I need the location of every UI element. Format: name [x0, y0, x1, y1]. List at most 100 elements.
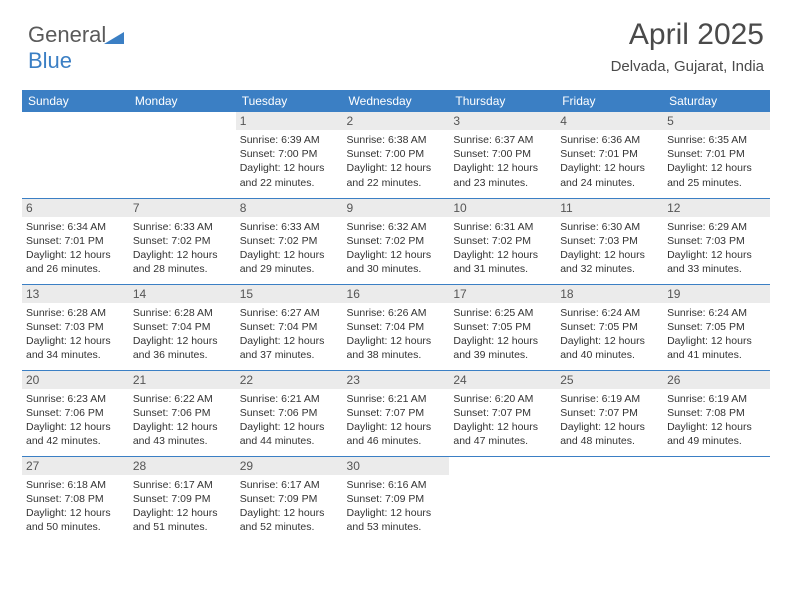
day-number: 8 — [236, 199, 343, 217]
day-number: 29 — [236, 457, 343, 475]
day-number: 18 — [556, 285, 663, 303]
calendar-cell: 3Sunrise: 6:37 AMSunset: 7:00 PMDaylight… — [449, 112, 556, 198]
day-number: 24 — [449, 371, 556, 389]
calendar-cell: 6Sunrise: 6:34 AMSunset: 7:01 PMDaylight… — [22, 198, 129, 284]
day-info: Sunrise: 6:33 AMSunset: 7:02 PMDaylight:… — [133, 220, 232, 277]
calendar-cell — [22, 112, 129, 198]
calendar-cell: 12 Sunrise: 6:29 AMSunset: 7:03 PMDayligh… — [663, 198, 770, 284]
day-info: Sunrise: 6:26 AMSunset: 7:04 PMDaylight:… — [347, 306, 446, 363]
day-number: 3 — [449, 112, 556, 130]
calendar-cell: 26 Sunrise: 6:19 AMSunset: 7:08 PMDayligh… — [663, 370, 770, 456]
day-number: 9 — [343, 199, 450, 217]
calendar-cell: 28 Sunrise: 6:17 AMSunset: 7:09 PMDayligh… — [129, 456, 236, 542]
day-number: 30 — [343, 457, 450, 475]
calendar-body: 1Sunrise: 6:39 AMSunset: 7:00 PMDaylight… — [22, 112, 770, 542]
day-number: 5 — [663, 112, 770, 130]
day-info: Sunrise: 6:20 AMSunset: 7:07 PMDaylight:… — [453, 392, 552, 449]
day-number: 21 — [129, 371, 236, 389]
calendar-week: 1Sunrise: 6:39 AMSunset: 7:00 PMDaylight… — [22, 112, 770, 198]
calendar-cell: 29 Sunrise: 6:17 AMSunset: 7:09 PMDayligh… — [236, 456, 343, 542]
day-info: Sunrise: 6:24 AMSunset: 7:05 PMDaylight:… — [560, 306, 659, 363]
day-number: 27 — [22, 457, 129, 475]
calendar-cell: 11 Sunrise: 6:30 AMSunset: 7:03 PMDayligh… — [556, 198, 663, 284]
day-info: Sunrise: 6:17 AMSunset: 7:09 PMDaylight:… — [133, 478, 232, 535]
day-info: Sunrise: 6:22 AMSunset: 7:06 PMDaylight:… — [133, 392, 232, 449]
weekday-header: Saturday — [663, 90, 770, 112]
day-info: Sunrise: 6:27 AMSunset: 7:04 PMDaylight:… — [240, 306, 339, 363]
calendar-cell — [663, 456, 770, 542]
day-info: Sunrise: 6:24 AMSunset: 7:05 PMDaylight:… — [667, 306, 766, 363]
day-info: Sunrise: 6:35 AMSunset: 7:01 PMDaylight:… — [667, 133, 766, 190]
calendar-week: 27 Sunrise: 6:18 AMSunset: 7:08 PMDayligh… — [22, 456, 770, 542]
day-number: 12 — [663, 199, 770, 217]
day-number: 7 — [129, 199, 236, 217]
calendar-cell: 27 Sunrise: 6:18 AMSunset: 7:08 PMDayligh… — [22, 456, 129, 542]
calendar-week: 6Sunrise: 6:34 AMSunset: 7:01 PMDaylight… — [22, 198, 770, 284]
day-number: 6 — [22, 199, 129, 217]
day-info: Sunrise: 6:32 AMSunset: 7:02 PMDaylight:… — [347, 220, 446, 277]
calendar-table: SundayMondayTuesdayWednesdayThursdayFrid… — [22, 90, 770, 542]
day-number: 4 — [556, 112, 663, 130]
calendar-cell: 7 Sunrise: 6:33 AMSunset: 7:02 PMDaylight… — [129, 198, 236, 284]
calendar-cell — [129, 112, 236, 198]
day-number: 13 — [22, 285, 129, 303]
day-info: Sunrise: 6:36 AMSunset: 7:01 PMDaylight:… — [560, 133, 659, 190]
day-info: Sunrise: 6:29 AMSunset: 7:03 PMDaylight:… — [667, 220, 766, 277]
day-number: 20 — [22, 371, 129, 389]
calendar-cell: 21 Sunrise: 6:22 AMSunset: 7:06 PMDayligh… — [129, 370, 236, 456]
day-number: 15 — [236, 285, 343, 303]
weekday-header: Tuesday — [236, 90, 343, 112]
day-info: Sunrise: 6:39 AMSunset: 7:00 PMDaylight:… — [240, 133, 339, 190]
day-info: Sunrise: 6:38 AMSunset: 7:00 PMDaylight:… — [347, 133, 446, 190]
calendar-cell — [556, 456, 663, 542]
day-number: 19 — [663, 285, 770, 303]
logo-text-1: General — [28, 22, 106, 47]
calendar-cell: 17 Sunrise: 6:25 AMSunset: 7:05 PMDayligh… — [449, 284, 556, 370]
calendar-cell: 16 Sunrise: 6:26 AMSunset: 7:04 PMDayligh… — [343, 284, 450, 370]
day-number: 11 — [556, 199, 663, 217]
day-info: Sunrise: 6:33 AMSunset: 7:02 PMDaylight:… — [240, 220, 339, 277]
calendar-header: SundayMondayTuesdayWednesdayThursdayFrid… — [22, 90, 770, 112]
page-subtitle: Delvada, Gujarat, India — [611, 58, 764, 75]
day-number: 28 — [129, 457, 236, 475]
day-number: 16 — [343, 285, 450, 303]
day-info: Sunrise: 6:19 AMSunset: 7:08 PMDaylight:… — [667, 392, 766, 449]
day-info: Sunrise: 6:16 AMSunset: 7:09 PMDaylight:… — [347, 478, 446, 535]
calendar-cell — [449, 456, 556, 542]
calendar-cell: 30 Sunrise: 6:16 AMSunset: 7:09 PMDayligh… — [343, 456, 450, 542]
day-info: Sunrise: 6:19 AMSunset: 7:07 PMDaylight:… — [560, 392, 659, 449]
day-info: Sunrise: 6:17 AMSunset: 7:09 PMDaylight:… — [240, 478, 339, 535]
day-info: Sunrise: 6:18 AMSunset: 7:08 PMDaylight:… — [26, 478, 125, 535]
calendar-cell: 9 Sunrise: 6:32 AMSunset: 7:02 PMDaylight… — [343, 198, 450, 284]
day-number: 14 — [129, 285, 236, 303]
calendar-cell: 22Sunrise: 6:21 AMSunset: 7:06 PMDayligh… — [236, 370, 343, 456]
weekday-header: Friday — [556, 90, 663, 112]
calendar-cell: 4 Sunrise: 6:36 AMSunset: 7:01 PMDaylight… — [556, 112, 663, 198]
calendar-cell: 14 Sunrise: 6:28 AMSunset: 7:04 PMDayligh… — [129, 284, 236, 370]
day-number: 23 — [343, 371, 450, 389]
weekday-header: Thursday — [449, 90, 556, 112]
day-number: 17 — [449, 285, 556, 303]
calendar-cell: 24 Sunrise: 6:20 AMSunset: 7:07 PMDayligh… — [449, 370, 556, 456]
day-number: 25 — [556, 371, 663, 389]
day-number: 26 — [663, 371, 770, 389]
calendar-week: 13 Sunrise: 6:28 AMSunset: 7:03 PMDayligh… — [22, 284, 770, 370]
day-info: Sunrise: 6:21 AMSunset: 7:06 PMDaylight:… — [240, 392, 339, 449]
day-info: Sunrise: 6:25 AMSunset: 7:05 PMDaylight:… — [453, 306, 552, 363]
calendar-cell: 23 Sunrise: 6:21 AMSunset: 7:07 PMDayligh… — [343, 370, 450, 456]
calendar-cell: 2Sunrise: 6:38 AMSunset: 7:00 PMDaylight… — [343, 112, 450, 198]
day-info: Sunrise: 6:28 AMSunset: 7:03 PMDaylight:… — [26, 306, 125, 363]
calendar-cell: 15 Sunrise: 6:27 AMSunset: 7:04 PMDayligh… — [236, 284, 343, 370]
weekday-header: Sunday — [22, 90, 129, 112]
calendar-cell: 10Sunrise: 6:31 AMSunset: 7:02 PMDayligh… — [449, 198, 556, 284]
logo: General Blue — [28, 22, 124, 74]
calendar-cell: 13 Sunrise: 6:28 AMSunset: 7:03 PMDayligh… — [22, 284, 129, 370]
page-title: April 2025 — [629, 18, 764, 52]
day-info: Sunrise: 6:21 AMSunset: 7:07 PMDaylight:… — [347, 392, 446, 449]
calendar-cell: 8 Sunrise: 6:33 AMSunset: 7:02 PMDaylight… — [236, 198, 343, 284]
day-info: Sunrise: 6:30 AMSunset: 7:03 PMDaylight:… — [560, 220, 659, 277]
day-info: Sunrise: 6:28 AMSunset: 7:04 PMDaylight:… — [133, 306, 232, 363]
day-info: Sunrise: 6:23 AMSunset: 7:06 PMDaylight:… — [26, 392, 125, 449]
day-number: 10 — [449, 199, 556, 217]
logo-text-2: Blue — [28, 48, 72, 73]
